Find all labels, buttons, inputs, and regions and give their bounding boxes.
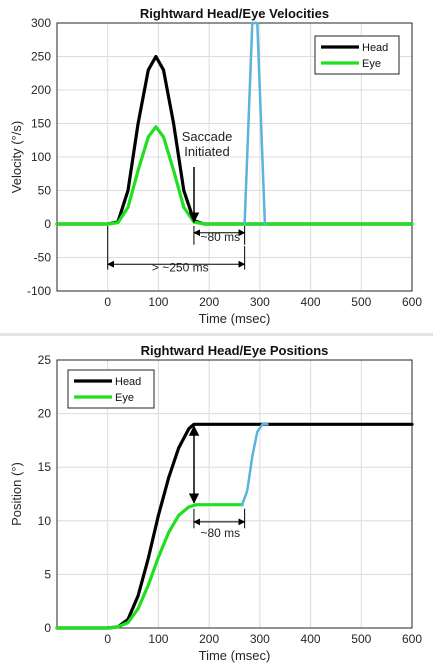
chart-title: Rightward Head/Eye Velocities [140, 6, 329, 21]
x-tick-label: 500 [351, 295, 371, 309]
axes-frame [56, 359, 413, 629]
x-tick-label: 300 [250, 632, 270, 646]
y-tick-label: 150 [31, 117, 51, 131]
legend-label-head: Head [362, 42, 388, 54]
y-tick-label: 250 [31, 50, 51, 64]
annotation-80ms: ~80 ms [200, 230, 240, 244]
x-tick-label: 400 [301, 632, 321, 646]
y-tick-label: 300 [31, 16, 51, 30]
y-tick-label: -100 [27, 284, 51, 298]
y-tick-label: 50 [38, 184, 52, 198]
legend-label-eye: Eye [115, 392, 134, 404]
position-chart: 0 100 200 300 400 500 600 0 5 10 15 20 25 Rightward H… [9, 343, 422, 663]
x-tick-label: 200 [199, 295, 219, 309]
chart-title: Rightward Head/Eye Positions [141, 343, 329, 358]
y-tick-label: 25 [38, 353, 52, 367]
x-axis-label: Time (msec) [199, 648, 271, 663]
x-tick-label: 300 [250, 295, 270, 309]
x-tick-label: 200 [199, 632, 219, 646]
y-tick-label: 5 [44, 567, 51, 581]
legend-box [67, 369, 155, 409]
series-line-eye [55, 503, 244, 630]
x-tick-label: 600 [402, 295, 422, 309]
axes-frame [56, 22, 413, 292]
x-axis-label: Time (msec) [199, 311, 271, 326]
series-line-saccade [243, 21, 267, 226]
annotation-250ms: > ~250 ms [152, 261, 209, 275]
legend-label-head: Head [115, 376, 141, 388]
y-tick-label: 200 [31, 83, 51, 97]
legend-label-eye: Eye [362, 58, 381, 70]
y-tick-label: 0 [44, 621, 51, 635]
x-tick-label: 0 [104, 295, 111, 309]
y-tick-label: -50 [34, 251, 52, 265]
y-tick-label: 0 [44, 217, 51, 231]
annotation-initiated: Initiated [184, 144, 230, 159]
velocity-chart: 0 100 200 300 400 500 600 -100 -50 0 50 100 150 200 25… [9, 6, 422, 326]
x-tick-label: 400 [301, 295, 321, 309]
legend-box [314, 35, 400, 75]
x-tick-label: 0 [104, 632, 111, 646]
y-axis-label: Velocity (°/s) [9, 121, 24, 193]
y-axis-label: Position (°) [9, 462, 24, 526]
y-tick-label: 20 [38, 407, 52, 421]
y-tick-label: 15 [38, 460, 52, 474]
y-tick-label: 10 [38, 514, 52, 528]
annotation-saccade: Saccade [182, 129, 233, 144]
series-line-saccade [240, 423, 269, 506]
x-tick-label: 100 [148, 632, 168, 646]
x-tick-label: 100 [148, 295, 168, 309]
x-tick-label: 600 [402, 632, 422, 646]
y-tick-label: 100 [31, 150, 51, 164]
annotation-80ms: ~80 ms [200, 526, 240, 540]
x-tick-label: 500 [351, 632, 371, 646]
divider [0, 333, 433, 336]
